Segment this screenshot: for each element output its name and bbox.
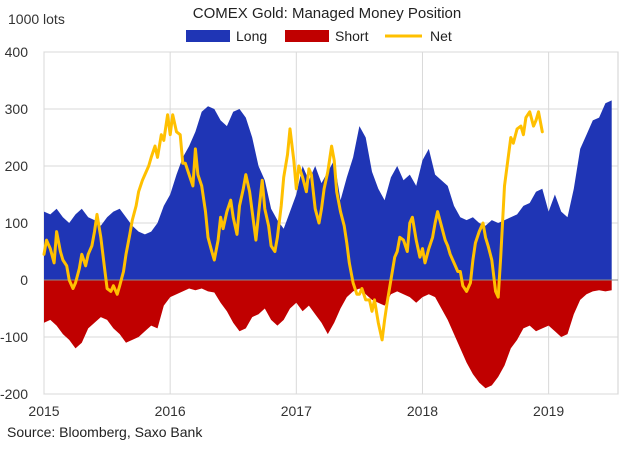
unit-label: 1000 lots [8, 11, 65, 27]
source-note: Source: Bloomberg, Saxo Bank [7, 424, 203, 440]
legend-swatch-long [186, 30, 230, 42]
legend-label-long: Long [236, 28, 267, 44]
x-axis-ticks: 2015 2016 2017 2018 2019 [28, 403, 564, 419]
y-tick-label: 100 [5, 215, 29, 231]
line-net [42, 110, 544, 342]
y-tick-label: -100 [0, 329, 28, 345]
x-tick-label: 2015 [28, 403, 59, 419]
y-tick-label: 0 [20, 272, 28, 288]
x-tick-label: 2018 [407, 403, 438, 419]
area-short [44, 280, 612, 389]
legend-label-net: Net [430, 28, 452, 44]
y-tick-label: 200 [5, 158, 29, 174]
x-tick-label: 2019 [533, 403, 564, 419]
chart-title: COMEX Gold: Managed Money Position [193, 5, 461, 22]
line-series [42, 110, 544, 342]
area-series [44, 100, 612, 389]
y-axis-ticks: 400 300 200 100 0 -100 -200 [0, 44, 28, 402]
y-tick-label: -200 [0, 386, 28, 402]
legend-swatch-short [285, 30, 329, 42]
legend: Long Short Net [186, 28, 452, 44]
x-tick-label: 2017 [281, 403, 312, 419]
x-tick-label: 2016 [155, 403, 186, 419]
y-tick-label: 400 [5, 44, 29, 60]
area-long [44, 100, 612, 281]
legend-label-short: Short [335, 28, 369, 44]
y-tick-label: 300 [5, 101, 29, 117]
